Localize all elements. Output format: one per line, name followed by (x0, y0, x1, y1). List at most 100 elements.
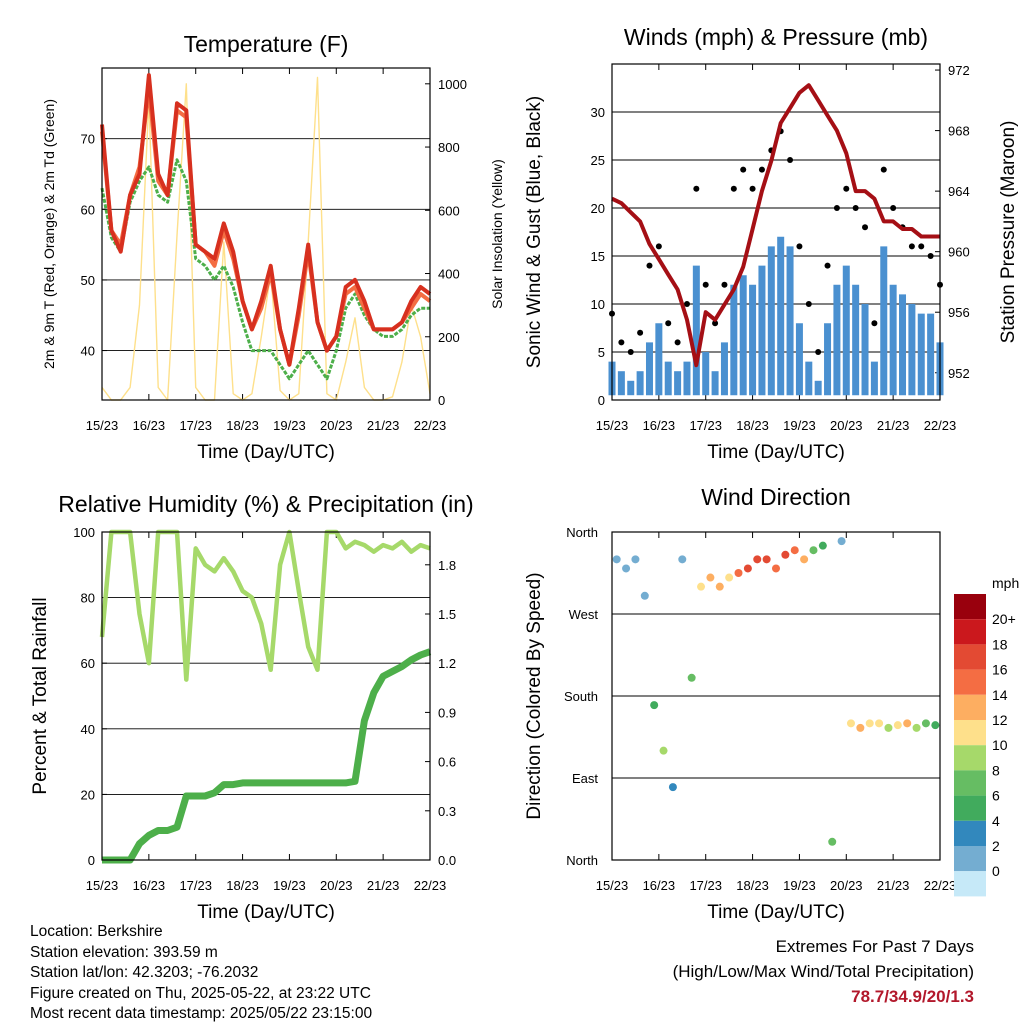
legend-swatch (954, 594, 986, 620)
direction-point (781, 550, 790, 559)
pressure-line (611, 83, 940, 368)
extremes-values: 78.7/34.9/20/1.3 (851, 987, 974, 1006)
direction-point (837, 537, 846, 546)
plot-frame (101, 67, 431, 401)
y-tick-label-right: 952 (948, 366, 970, 381)
legend-label: 8 (992, 762, 1000, 778)
wind-pressure-panel: Winds (mph) & Pressure (mb) Time (Day/UTC… (524, 24, 1019, 463)
x-tick-label: 16/23 (643, 878, 676, 893)
wind-direction-panel: Wind Direction Time (Day/UTC) Direction (C… (524, 484, 956, 923)
direction-point (893, 721, 902, 730)
x-tick-label: 18/23 (736, 878, 769, 893)
direction-point (668, 783, 677, 792)
y-axis-label-right: Solar Insolation (Yellow) (489, 159, 505, 309)
direction-point (612, 555, 621, 564)
legend-swatch (954, 770, 986, 796)
gust-point (908, 243, 915, 250)
y-axis-label: Direction (Colored By Speed) (524, 572, 545, 819)
x-tick-label: 18/23 (226, 878, 259, 893)
gust-point (758, 166, 765, 173)
x-tick-label: 20/23 (830, 418, 863, 433)
x-tick-label: 21/23 (367, 418, 400, 433)
gust-point (627, 349, 634, 355)
direction-point (762, 555, 771, 564)
direction-point (659, 746, 668, 755)
legend-label: 12 (992, 712, 1008, 728)
direction-point (931, 721, 940, 730)
legend-swatch (954, 720, 986, 746)
y-axis-label: Sonic Wind & Gust (Blue, Black) (524, 96, 545, 368)
y-tick-label-right: 600 (438, 203, 460, 218)
y-axis-label-right: Station Pressure (Maroon) (998, 121, 1019, 344)
gust-point (637, 329, 644, 336)
x-axis-label: Time (Day/UTC) (707, 442, 845, 463)
gust-point (740, 166, 747, 173)
direction-point (828, 837, 837, 846)
gust-point (787, 157, 794, 163)
direction-point (650, 701, 659, 710)
y-tick-label-right: 0 (438, 393, 445, 408)
gust-point (918, 243, 925, 250)
direction-point (725, 573, 734, 582)
gust-point (871, 320, 878, 327)
latlon-text: Station lat/lon: 42.3203; -76.2032 (30, 964, 259, 981)
gust-point (749, 185, 756, 192)
plot-frame (101, 531, 431, 861)
direction-point (903, 719, 912, 728)
x-tick-label: 16/23 (133, 418, 166, 433)
direction-point (697, 582, 706, 591)
y-tick-label: 40 (81, 344, 95, 359)
gust-point (674, 339, 681, 346)
extremes-title: Extremes For Past 7 Days (775, 937, 974, 956)
x-tick-label: 17/23 (689, 418, 722, 433)
x-tick-label: 22/23 (414, 878, 447, 893)
x-tick-label: 17/23 (179, 878, 212, 893)
gust-point (852, 205, 859, 211)
y-tick-label: East (572, 771, 598, 786)
chart-title: Temperature (F) (184, 31, 349, 57)
chart-title: Winds (mph) & Pressure (mb) (624, 24, 928, 50)
gust-point (646, 262, 653, 269)
y-tick-label-right: 964 (948, 184, 970, 199)
legend-swatch (954, 669, 986, 695)
x-tick-label: 21/23 (367, 878, 400, 893)
gust-point (824, 262, 831, 269)
humidity-precip-panel: Relative Humidity (%) & Precipitation (i… (30, 491, 474, 923)
direction-point (921, 719, 930, 728)
y-tick-label: 20 (81, 787, 95, 802)
gust-point (712, 320, 719, 327)
x-tick-label: 16/23 (133, 878, 166, 893)
legend-label: 16 (992, 662, 1008, 678)
gust-point (796, 243, 803, 250)
gust-point (815, 349, 822, 355)
x-tick-label: 19/23 (273, 418, 306, 433)
speed-color-legend: mph 20+ 18 16 14 12 10 8 6 4 2 0 (954, 575, 1019, 897)
x-axis-label: Time (Day/UTC) (197, 442, 335, 463)
y-tick-label: North (566, 525, 598, 540)
elevation-text: Station elevation: 393.59 m (30, 943, 218, 961)
x-tick-label: 18/23 (226, 418, 259, 433)
legend-label: 6 (992, 788, 1000, 804)
direction-point (800, 555, 809, 564)
legend-swatch (954, 745, 986, 771)
x-tick-label: 20/23 (320, 418, 353, 433)
y-tick-label: 100 (73, 525, 95, 540)
gust-point (880, 166, 887, 173)
x-tick-label: 19/23 (783, 878, 816, 893)
x-tick-label: 18/23 (736, 418, 769, 433)
x-tick-label: 21/23 (877, 418, 910, 433)
direction-point (912, 723, 921, 732)
y-tick-label-right: 1000 (438, 77, 467, 92)
direction-point (743, 564, 752, 573)
gust-point (702, 281, 709, 288)
extremes-block: Extremes For Past 7 Days (High/Low/Max W… (673, 934, 974, 1009)
y-tick-label-right: 1.5 (438, 607, 456, 622)
temperature-panel: Temperature (F) Time (Day/UTC) 2m & 9m T (… (41, 31, 505, 463)
y-tick-label: 50 (81, 273, 95, 288)
legend-swatch (954, 644, 986, 670)
legend-swatch (954, 619, 986, 645)
gust-point (805, 301, 812, 307)
direction-point (809, 546, 818, 555)
y-tick-label-right: 400 (438, 267, 460, 282)
y-tick-label: 0 (598, 393, 605, 408)
